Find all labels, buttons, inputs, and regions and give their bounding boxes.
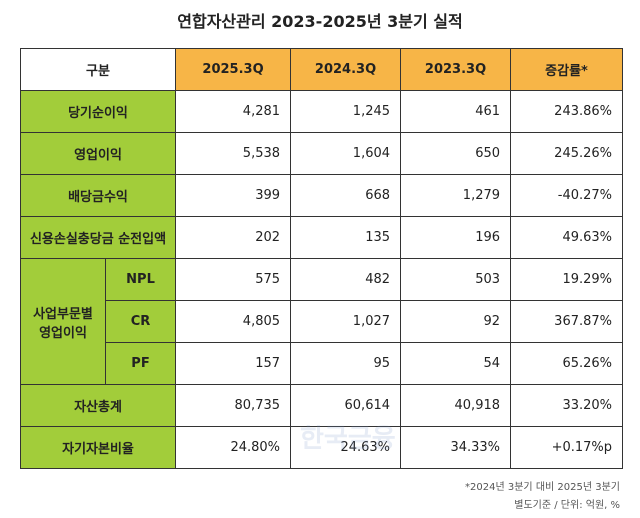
value-cell: 245.26%: [510, 132, 624, 175]
row-label: CR: [104, 300, 177, 343]
value-cell: 34.33%: [400, 426, 512, 469]
value-cell: 482: [290, 258, 402, 301]
value-cell: 54: [400, 342, 512, 385]
table-row: 배당금수익 399 668 1,279 -40.27%: [19, 174, 624, 217]
value-cell: 1,604: [290, 132, 402, 175]
table-row: 자산총계 80,735 60,614 40,918 33.20%: [19, 384, 624, 427]
watermark: 한국금융: [300, 424, 396, 454]
value-cell: 243.86%: [510, 90, 624, 133]
header-cell: 2024.3Q: [290, 48, 402, 91]
footnote: *2024년 3분기 대비 2025년 3분기: [465, 482, 620, 493]
value-cell: 461: [400, 90, 512, 133]
row-label: 배당금수익: [19, 174, 177, 217]
table-row: 영업이익 5,538 1,604 650 245.26%: [19, 132, 624, 175]
title: 연합자산관리 2023-2025년 3분기 실적: [177, 12, 463, 31]
results-table: 구분 2025.3Q 2024.3Q 2023.3Q 증감률* 당기순이익 4,281 1,…: [19, 48, 624, 469]
value-cell: 503: [400, 258, 512, 301]
table-row: 자기자본비율 24.80% 24.63% 34.33% +0.17%p: [19, 426, 624, 469]
value-cell: 19.29%: [510, 258, 624, 301]
value-cell: 135: [290, 216, 402, 259]
value-cell: 65.26%: [510, 342, 624, 385]
value-cell: 60,614: [290, 384, 402, 427]
header-cell: 2023.3Q: [400, 48, 512, 91]
row-label: PF: [104, 342, 177, 385]
value-cell: 668: [290, 174, 402, 217]
table-row: 당기순이익 4,281 1,245 461 243.86%: [19, 90, 624, 133]
value-cell: 5,538: [175, 132, 292, 175]
value-cell: 33.20%: [510, 384, 624, 427]
value-cell: 650: [400, 132, 512, 175]
value-cell: 367.87%: [510, 300, 624, 343]
row-label: 신용손실충당금 순전입액: [19, 216, 177, 259]
value-cell: 1,027: [290, 300, 402, 343]
value-cell: 575: [175, 258, 292, 301]
value-cell: 4,281: [175, 90, 292, 133]
table-row: 사업부문별 영업이익 NPL 575 482 503 19.29%: [20, 258, 624, 385]
table-row: PF 157 95 54 65.26%: [21, 342, 624, 385]
header-row: 구분 2025.3Q 2024.3Q 2023.3Q 증감률*: [19, 48, 624, 91]
value-cell: 24.80%: [175, 426, 292, 469]
table-row: 신용손실충당금 순전입액 202 135 196 49.63%: [19, 216, 624, 259]
value-cell: 49.63%: [510, 216, 624, 259]
value-cell: +0.17%p: [510, 426, 624, 469]
row-label: 자산총계: [19, 384, 177, 427]
header-cell: 증감률*: [510, 48, 624, 91]
table-row: CR 4,805 1,027 92 367.87%: [21, 300, 624, 343]
value-cell: 95: [290, 342, 402, 385]
value-cell: 40,918: [400, 384, 512, 427]
value-cell: 92: [400, 300, 512, 343]
table-body: 당기순이익 4,281 1,245 461 243.86% 영업이익 5,538 1,604 6…: [19, 90, 624, 469]
header-cell: 구분: [19, 48, 177, 91]
value-cell: 399: [175, 174, 292, 217]
row-label: 당기순이익: [19, 90, 177, 133]
row-label: 자기자본비율: [19, 426, 177, 469]
value-cell: 24.63%: [290, 426, 402, 469]
group-label: 사업부문별 영업이익: [20, 258, 106, 385]
value-cell: 196: [400, 216, 512, 259]
footnote: 별도기준 / 단위: 억원, %: [514, 500, 620, 511]
value-cell: 1,279: [400, 174, 512, 217]
row-label: 영업이익: [19, 132, 177, 175]
value-cell: 4,805: [175, 300, 292, 343]
value-cell: 157: [175, 342, 292, 385]
value-cell: 1,245: [290, 90, 402, 133]
value-cell: 80,735: [175, 384, 292, 427]
value-cell: 202: [175, 216, 292, 259]
header-cell: 2025.3Q: [175, 48, 292, 91]
row-label: NPL: [104, 258, 177, 301]
value-cell: -40.27%: [510, 174, 624, 217]
